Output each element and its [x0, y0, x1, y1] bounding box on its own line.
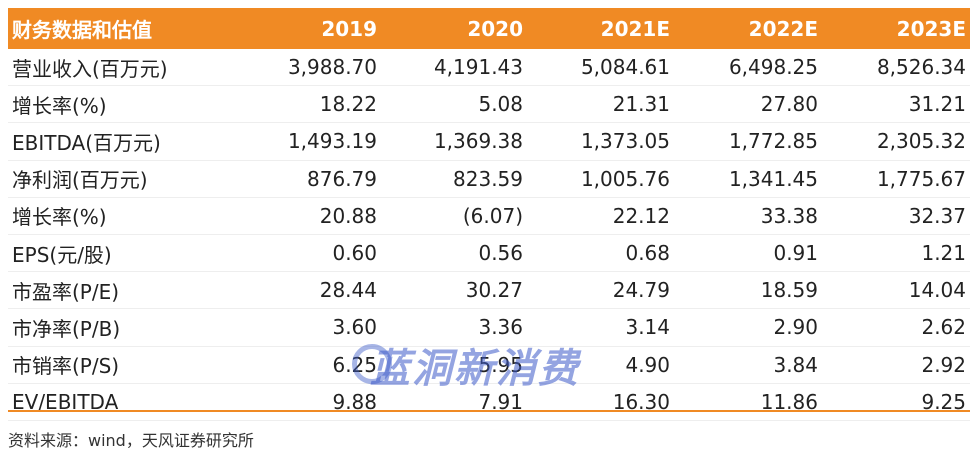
row-label: 市盈率(P/E)	[12, 279, 120, 304]
watermark: 蓝洞新消费	[370, 346, 580, 392]
watermark-icon	[352, 344, 392, 384]
value-cell: 3.36	[478, 315, 523, 340]
value-cell: 1,493.19	[287, 129, 377, 154]
header-year: 2023E	[896, 16, 966, 41]
table-row: 净利润(百万元) 876.79 823.59 1,005.76 1,341.45 1,77…	[8, 161, 970, 198]
value-cell: 3,988.70	[287, 55, 377, 80]
value-cell: 3.60	[332, 315, 377, 340]
value-cell: 33.38	[760, 203, 818, 228]
value-cell: 14.04	[908, 278, 966, 303]
value-cell: 876.79	[307, 166, 377, 191]
value-cell: 1,341.45	[728, 166, 818, 191]
table-row: 市盈率(P/E) 28.44 30.27 24.79 18.59 14.04	[8, 272, 970, 310]
value-cell: 11.86	[760, 389, 818, 414]
value-cell: 6,498.25	[728, 55, 818, 80]
value-cell: 9.25	[921, 389, 966, 414]
value-cell: 2.62	[921, 315, 966, 340]
value-cell: 1,369.38	[433, 129, 523, 154]
value-cell: 7.91	[478, 389, 523, 414]
value-cell: 5,084.61	[580, 55, 670, 80]
table-row: 增长率(%) 20.88 (6.07) 22.12 33.38 32.37	[8, 198, 970, 235]
value-cell: 4.90	[625, 352, 670, 377]
header-title: 财务数据和估值	[12, 18, 152, 42]
value-cell: 1,775.67	[876, 166, 966, 191]
value-cell: 4,191.43	[433, 55, 523, 80]
table-row: 市净率(P/B) 3.60 3.36 3.14 2.90 2.62	[8, 309, 970, 347]
value-cell: 0.91	[773, 241, 818, 266]
table-row: 市销率(P/S) 6.25 5.95 4.90 3.84 2.92	[8, 347, 970, 384]
row-label: EV/EBITDA	[12, 389, 119, 414]
financial-table: 财务数据和估值 2019 2020 2021E 2022E 2023E 营业收入(百万元) 3…	[8, 8, 970, 421]
table-row: EPS(元/股) 0.60 0.56 0.68 0.91 1.21	[8, 235, 970, 273]
value-cell: 1.21	[921, 241, 966, 266]
value-cell: 24.79	[612, 278, 670, 303]
value-cell: 9.88	[332, 389, 377, 414]
table-row: EBITDA(百万元) 1,493.19 1,369.38 1,373.05 1,772…	[8, 123, 970, 161]
row-label: EPS(元/股)	[12, 242, 112, 267]
value-cell: 20.88	[319, 203, 377, 228]
value-cell: 21.31	[612, 92, 670, 117]
value-cell: 2.92	[921, 352, 966, 377]
value-cell: 28.44	[319, 278, 377, 303]
value-cell: 1,005.76	[580, 166, 670, 191]
row-label: 净利润(百万元)	[12, 168, 148, 193]
row-label: 市净率(P/B)	[12, 316, 121, 341]
value-cell: 8,526.34	[876, 55, 966, 80]
value-cell: 31.21	[908, 92, 966, 117]
row-label: EBITDA(百万元)	[12, 130, 161, 155]
header-year: 2020	[467, 16, 523, 41]
value-cell: 5.08	[478, 92, 523, 117]
header-row: 财务数据和估值 2019 2020 2021E 2022E 2023E	[8, 8, 970, 49]
header-year: 2022E	[748, 16, 818, 41]
value-cell: 16.30	[612, 389, 670, 414]
row-label: 增长率(%)	[12, 93, 107, 118]
value-cell: 2.90	[773, 315, 818, 340]
row-label: 市销率(P/S)	[12, 354, 120, 379]
value-cell: 2,305.32	[876, 129, 966, 154]
table-row: 增长率(%) 18.22 5.08 21.31 27.80 31.21	[8, 86, 970, 124]
value-cell: 3.84	[773, 352, 818, 377]
value-cell: 0.68	[625, 241, 670, 266]
value-cell: 18.59	[760, 278, 818, 303]
table-bottom-rule	[8, 410, 970, 412]
value-cell: 1,373.05	[580, 129, 670, 154]
value-cell: 1,772.85	[728, 129, 818, 154]
header-year: 2021E	[600, 16, 670, 41]
value-cell: 823.59	[453, 166, 523, 191]
row-label: 营业收入(百万元)	[12, 56, 168, 81]
header-year: 2019	[321, 16, 377, 41]
value-cell: 3.14	[625, 315, 670, 340]
value-cell: 18.22	[319, 92, 377, 117]
value-cell: (6.07)	[462, 203, 523, 228]
table-row: EV/EBITDA 9.88 7.91 16.30 11.86 9.25	[8, 384, 970, 421]
table-row: 营业收入(百万元) 3,988.70 4,191.43 5,084.61 6,498.2…	[8, 49, 970, 87]
value-cell: 22.12	[612, 203, 670, 228]
value-cell: 0.56	[478, 241, 523, 266]
source-note: 资料来源：wind，天风证券研究所	[8, 431, 254, 450]
row-label: 增长率(%)	[12, 205, 107, 230]
value-cell: 0.60	[332, 241, 377, 266]
value-cell: 30.27	[465, 278, 523, 303]
value-cell: 32.37	[908, 203, 966, 228]
value-cell: 27.80	[760, 92, 818, 117]
value-cell: 5.95	[478, 352, 523, 377]
